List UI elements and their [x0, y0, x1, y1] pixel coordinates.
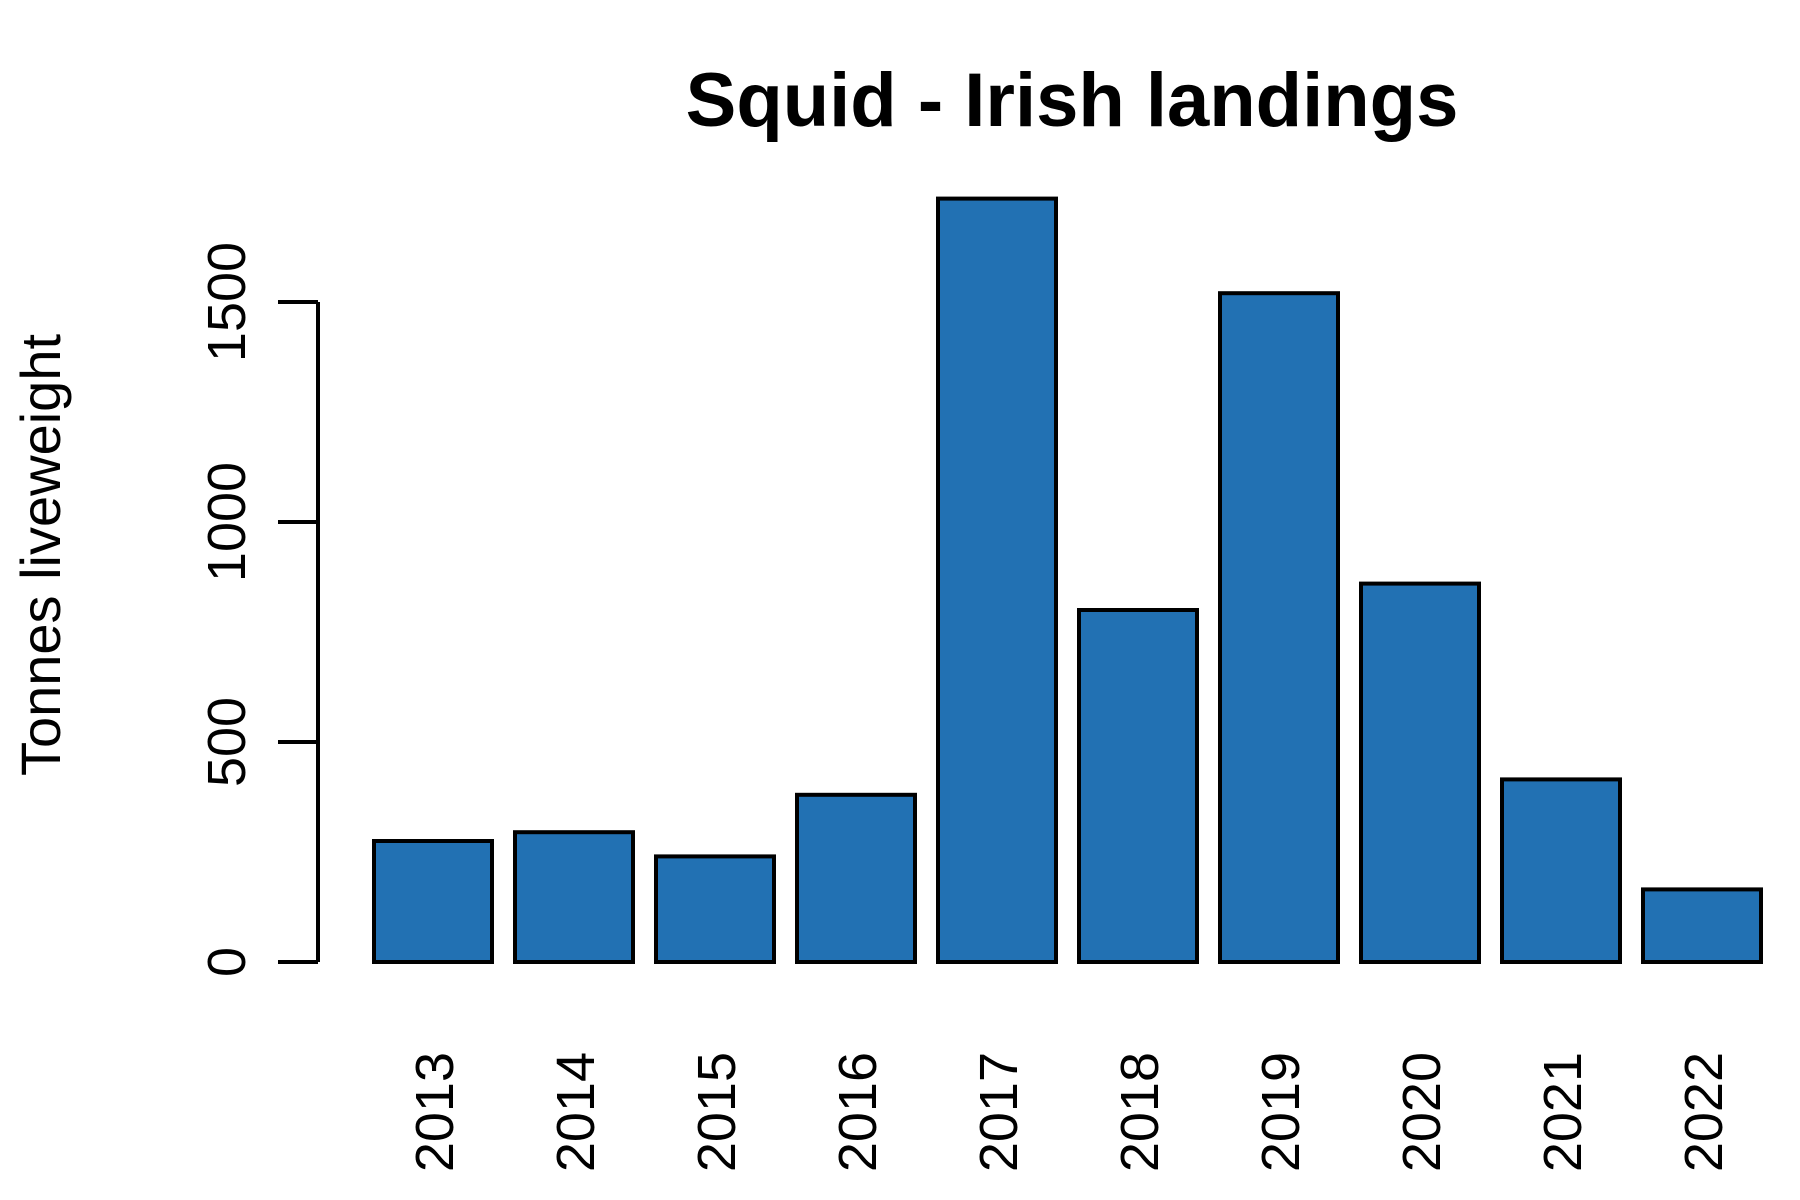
- y-tick-label: 0: [197, 947, 257, 977]
- bar-2019: [1218, 291, 1340, 964]
- x-tick-label: 2015: [687, 1052, 747, 1172]
- bar-2016: [795, 792, 917, 964]
- x-tick-label: 2021: [1533, 1052, 1593, 1172]
- bar-2014: [513, 830, 635, 965]
- x-tick-label: 2013: [405, 1052, 465, 1172]
- y-tick-label: 500: [197, 697, 257, 787]
- bar-2022: [1641, 887, 1763, 965]
- x-tick-label: 2020: [1392, 1052, 1452, 1172]
- bar-2013: [372, 839, 494, 964]
- bar-2017: [936, 196, 1058, 965]
- chart-title: Squid - Irish landings: [686, 58, 1459, 143]
- x-tick-label: 2014: [546, 1052, 606, 1172]
- bar-2018: [1077, 608, 1199, 964]
- x-tick-label: 2019: [1251, 1052, 1311, 1172]
- x-tick-label: 2018: [1110, 1052, 1170, 1172]
- bar-2020: [1359, 581, 1481, 964]
- x-tick-label: 2022: [1674, 1052, 1734, 1172]
- x-axis-labels: 2013 2014 2015 2016 2017 2018 2019 2020 2021 2022: [405, 1052, 1734, 1172]
- bar-2015: [654, 854, 776, 965]
- y-axis-ticks: 0 500 1000 1500: [197, 242, 318, 977]
- x-tick-label: 2017: [969, 1052, 1029, 1172]
- y-axis-label: Tonnes liveweight: [9, 334, 72, 776]
- bars-group: [372, 196, 1763, 965]
- y-tick-label: 1000: [197, 462, 257, 582]
- bar-2021: [1500, 777, 1622, 965]
- y-tick-label: 1500: [197, 242, 257, 362]
- x-tick-label: 2016: [828, 1052, 888, 1172]
